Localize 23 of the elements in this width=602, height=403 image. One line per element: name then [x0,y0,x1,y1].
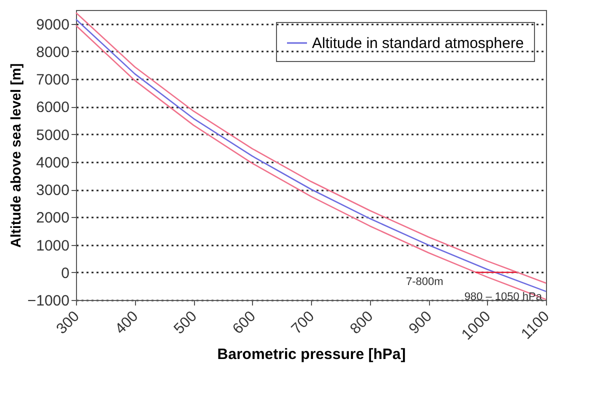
x-tick-label: 500 [170,308,200,338]
y-axis-title: Altitude above sea level [m] [7,63,24,248]
y-tick-label: 7000 [36,72,70,89]
y-tick-label: 9000 [36,16,70,34]
legend-label: Altitude in standard atmosphere [312,35,524,52]
y-tick-label: 5000 [36,126,70,144]
y-tick-label: −1000 [27,292,70,310]
y-tick-label: 0 [61,264,70,282]
y-tick-label: 3000 [36,182,70,200]
x-tick-label: 600 [229,308,260,338]
x-axis-title: Barometric pressure [hPa] [217,346,406,363]
x-tick-label: 400 [112,308,142,338]
y-tick-label: 6000 [36,99,70,116]
annotation: 7-800m [406,276,444,288]
y-tick-label: 2000 [36,210,70,227]
y-tick-label: 4000 [36,154,70,172]
x-tick-label: 800 [346,308,377,338]
x-tick-label: 900 [406,308,436,338]
annotation: 980 – 1050 hPa [464,291,543,303]
x-tick-label: 300 [53,308,83,338]
y-tick-label: 1000 [36,237,70,254]
x-tick-label: 700 [288,308,318,338]
y-tick-label: 8000 [36,44,70,61]
